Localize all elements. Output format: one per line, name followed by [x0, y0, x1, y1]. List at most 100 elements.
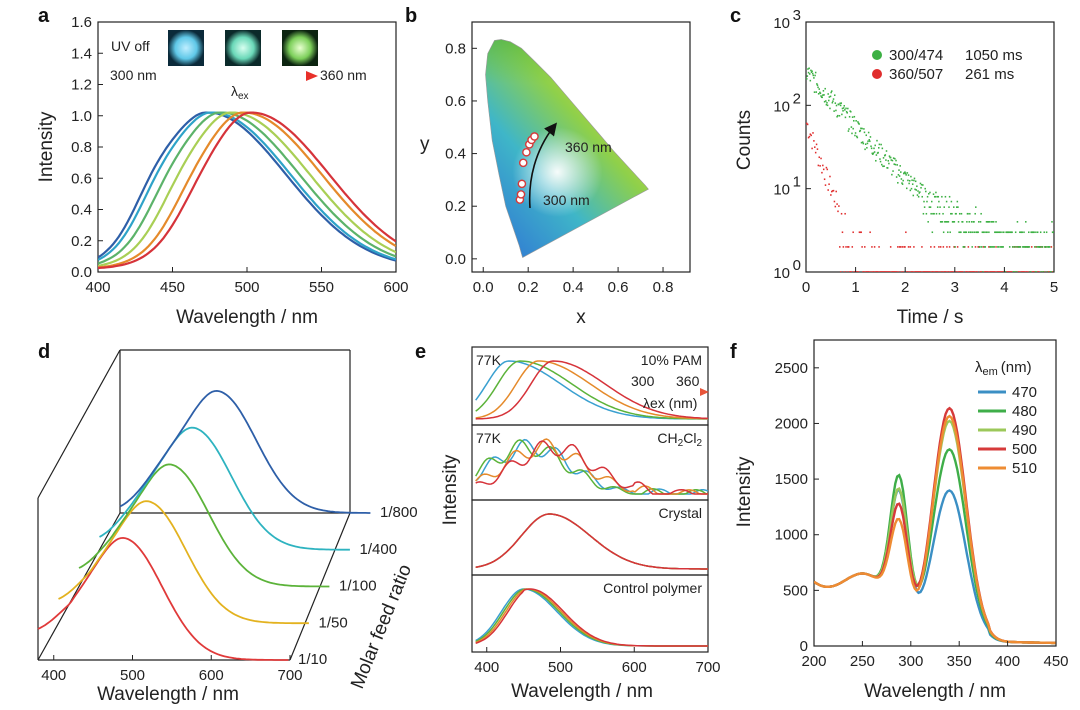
c-green-point	[895, 159, 897, 162]
c-green-point	[824, 87, 826, 90]
c-red-point	[862, 271, 864, 272]
c-green-point	[819, 92, 822, 95]
panel-f-frame	[813, 339, 1057, 647]
d-xtick-label: 400	[41, 667, 66, 684]
c-red-point	[965, 271, 968, 272]
f-xtick-label: 200	[801, 653, 826, 670]
c-green-point	[963, 231, 965, 234]
c-green-point	[892, 170, 894, 172]
c-green-point	[900, 178, 903, 180]
c-red-point	[962, 271, 964, 272]
c-red-point	[902, 271, 904, 272]
panel-a: 400 450 500 550 600 0.0 0.2 0.4 0.6 0.8 1.0 1.2 1.4 1…	[36, 14, 409, 328]
c-red-point	[999, 271, 1002, 272]
c-green-point	[985, 231, 987, 234]
c-red-point	[972, 271, 974, 272]
c-green-point	[807, 68, 809, 70]
c-red-point	[872, 271, 874, 272]
c-green-point	[888, 162, 890, 165]
c-green-point	[892, 157, 895, 159]
c-green-point	[1013, 246, 1016, 248]
c-green-point	[950, 212, 952, 215]
c-green-point	[847, 130, 850, 132]
c-green-point	[828, 96, 831, 98]
c-green-point	[816, 84, 819, 87]
c-green-point	[888, 155, 891, 157]
c-green-point	[880, 143, 882, 146]
c-green-point	[843, 105, 845, 107]
c-red-point	[891, 271, 894, 272]
d-series-line-3	[58, 500, 309, 625]
c-red-point	[899, 246, 902, 248]
c-green-point	[831, 101, 834, 104]
c-green-point	[1040, 271, 1043, 272]
e-lab-part: 2	[678, 438, 684, 449]
e-line-1-0	[475, 438, 709, 495]
c-green-point	[958, 231, 960, 234]
c-red-point	[892, 271, 895, 272]
c-red-point	[832, 189, 835, 192]
c-red-point	[844, 212, 846, 215]
c-green-point	[885, 159, 887, 161]
c-green-point	[822, 94, 824, 96]
panel-e-inset-label: λex (nm)	[643, 395, 697, 411]
inset-start-label: 300 nm	[110, 67, 157, 83]
c-green-point	[942, 231, 945, 234]
c-ytick-exp: 1	[793, 174, 801, 191]
c-red-point	[980, 271, 982, 272]
c-red-point	[912, 271, 914, 272]
c-green-point	[926, 200, 928, 203]
c-green-point	[925, 212, 928, 215]
c-green-point	[919, 182, 922, 185]
d-series-line-0	[119, 389, 371, 514]
c-green-point	[988, 221, 991, 223]
c-green-point	[972, 231, 974, 234]
c-red-point	[1033, 271, 1036, 272]
c-green-point	[919, 191, 921, 193]
c-red-point	[919, 271, 921, 272]
f-ytick-label: 500	[783, 582, 808, 599]
d-xtick-label: 700	[277, 667, 302, 684]
c-red-point	[915, 271, 918, 272]
c-red-point	[1037, 271, 1039, 272]
c-red-point	[823, 178, 826, 181]
c-red-point	[880, 271, 883, 272]
c-red-point	[928, 271, 930, 272]
c-green-point	[986, 231, 988, 234]
c-red-point	[957, 271, 960, 272]
c-red-point	[1001, 271, 1004, 272]
c-red-point	[920, 271, 922, 272]
c-green-point	[928, 206, 931, 208]
c-red-point	[820, 157, 822, 160]
c-red-point	[873, 246, 876, 248]
legend-f-label-3: 500	[1012, 441, 1037, 458]
c-green-point	[1016, 221, 1019, 223]
c-green-point	[855, 135, 858, 138]
c-red-point	[889, 271, 891, 272]
c-green-point	[948, 206, 950, 208]
c-red-point	[846, 271, 848, 272]
c-green-point	[835, 104, 838, 107]
c-red-point	[960, 271, 962, 272]
c-green-point	[904, 172, 907, 175]
c-red-point	[901, 246, 904, 248]
a-xtick-label: 400	[85, 279, 110, 296]
c-green-point	[922, 212, 925, 215]
c-red-point	[910, 271, 912, 272]
c-green-point	[817, 86, 819, 89]
c-red-point	[845, 246, 847, 248]
c-green-point	[968, 221, 970, 223]
c-red-point	[911, 271, 913, 272]
c-green-point	[967, 231, 970, 234]
c-green-point	[891, 159, 894, 162]
c-green-point	[898, 175, 901, 177]
cie-point-4	[522, 147, 531, 157]
c-red-point	[958, 271, 961, 272]
c-red-point	[955, 271, 957, 272]
c-green-point	[958, 212, 961, 215]
c-green-point	[873, 151, 876, 153]
c-green-point	[910, 175, 912, 178]
d-series-line-1	[99, 426, 350, 551]
